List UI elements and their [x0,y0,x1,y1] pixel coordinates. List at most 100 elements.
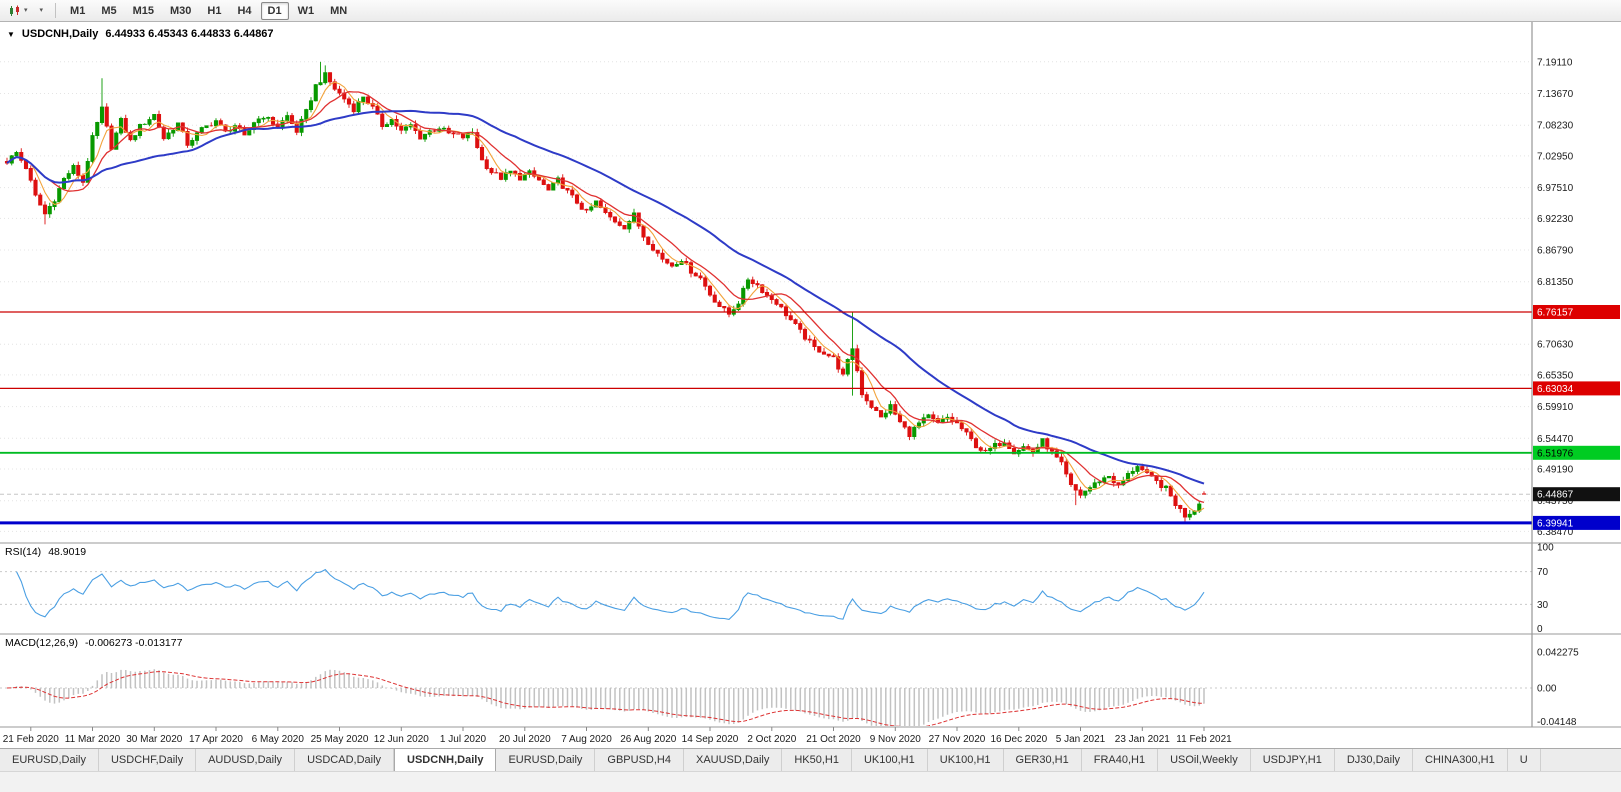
price-tick-label: 7.19110 [1537,57,1573,68]
date-label: 6 May 2020 [252,734,305,745]
timeframe-button-mn[interactable]: MN [323,2,354,20]
price-chart-canvas[interactable]: 7.19110 7.13670 7.08230 7.02950 6.97510 6.922… [0,22,1621,748]
date-label: 1 Jul 2020 [440,734,487,745]
ma-line-10 [6,91,1205,504]
chart-tab-uk100-h1-10[interactable]: UK100,H1 [928,749,1004,771]
timeframe-button-m1[interactable]: M1 [63,2,92,20]
date-label: 14 Sep 2020 [682,734,739,745]
chart-tab-xauusd-daily-7[interactable]: XAUUSD,Daily [684,749,783,771]
chart-tab-usdchf-daily-1[interactable]: USDCHF,Daily [99,749,197,771]
chart-tab-gbpusd-h4-6[interactable]: GBPUSD,H4 [595,749,684,771]
price-tick-label: 7.13670 [1537,89,1574,100]
price-tick-label: 6.43750 [1537,496,1574,507]
chart-background [0,22,1621,748]
timeframe-button-h1[interactable]: H1 [200,2,228,20]
rsi-level-lines [0,571,1532,605]
chart-tab-eurusd-daily-5[interactable]: EURUSD,Daily [496,749,596,771]
timeframe-button-group: M1 M5 M15 M30 H1 H4 D1 W1 MN [63,1,354,20]
chart-type-button[interactable]: ▾ [4,2,33,20]
rsi-axis-label: 70 [1537,567,1549,578]
date-label: 12 Jun 2020 [374,734,429,745]
price-tick-label: 6.97510 [1537,183,1574,194]
timeframe-button-m5[interactable]: M5 [94,2,123,20]
chart-tab-eurusd-daily-0[interactable]: EURUSD,Daily [0,749,99,771]
price-tick-label: 6.81350 [1537,277,1574,288]
date-label: 9 Nov 2020 [870,734,922,745]
macd-signal-line [6,671,1205,726]
date-label: 20 Jul 2020 [499,734,551,745]
chart-tab-usdcad-daily-3[interactable]: USDCAD,Daily [295,749,395,771]
bottom-filler-strip [0,771,1621,792]
price-tick-label: 6.86790 [1537,246,1574,257]
chart-tab-usdcnh-daily-4[interactable]: USDCNH,Daily [394,749,497,771]
chart-tab-u-17[interactable]: U [1508,749,1541,771]
macd-axis-label: -0.04148 [1537,717,1577,728]
chart-tab-audusd-daily-2[interactable]: AUDUSD,Daily [196,749,296,771]
price-line-badge [1533,487,1620,502]
date-label: 30 Mar 2020 [126,734,183,745]
price-line-badge [1533,381,1620,396]
price-tick-label: 7.02950 [1537,151,1574,162]
timeframe-button-m30[interactable]: M30 [163,2,198,20]
macd-axis-label: 0.042275 [1537,648,1579,659]
price-badge-label: 6.44867 [1537,490,1574,501]
price-tick-label: 6.59910 [1537,402,1574,413]
price-line-badge [1533,445,1620,460]
date-label: 25 May 2020 [311,734,369,745]
price-tick-label: 6.70630 [1537,340,1574,351]
chart-tab-china300-h1-16[interactable]: CHINA300,H1 [1413,749,1508,771]
timeframe-button-d1[interactable]: D1 [260,1,289,20]
caret-down-icon: ▾ [24,7,28,14]
date-label: 17 Apr 2020 [189,734,243,745]
chart-tab-usoil-weekly-13[interactable]: USOil,Weekly [1158,749,1251,771]
date-label: 16 Dec 2020 [990,734,1047,745]
top-toolbar: ▾ ▾ M1 M5 M15 M30 H1 H4 D1 W1 MN [0,0,1621,22]
chart-area: 7.19110 7.13670 7.08230 7.02950 6.97510 6.922… [0,22,1621,748]
price-line-badge [1533,305,1620,319]
chart-tab-ger30-h1-11[interactable]: GER30,H1 [1004,749,1082,771]
candlestick-chart-icon [10,5,19,16]
date-label: 26 Aug 2020 [620,734,677,745]
toolbar-separator [55,3,57,18]
price-tick-label: 6.49190 [1537,465,1574,476]
price-tick-label: 6.38470 [1537,527,1574,538]
price-line-badge [1533,515,1620,530]
chart-tab-bar: EURUSD,Daily USDCHF,Daily AUDUSD,Daily USDC… [0,748,1621,771]
price-tick-label: 7.08230 [1537,121,1574,132]
price-tick-label: 6.92230 [1537,214,1574,225]
chart-tab-usdjpy-h1-14[interactable]: USDJPY,H1 [1251,749,1335,771]
ma-line-34 [6,109,1205,485]
date-label: 21 Oct 2020 [806,734,861,745]
price-badge-label: 6.76157 [1537,308,1574,319]
chart-tab-uk100-h1-9[interactable]: UK100,H1 [852,749,928,771]
date-label: 5 Jan 2021 [1056,734,1106,745]
chart-tab-fra40-h1-12[interactable]: FRA40,H1 [1082,749,1159,771]
chart-tab-hk50-h1-8[interactable]: HK50,H1 [782,749,852,771]
date-label: 21 Feb 2020 [3,734,60,745]
rsi-axis-label: 100 [1537,543,1554,554]
rsi-line [16,568,1205,620]
timeframe-button-w1[interactable]: W1 [291,2,322,20]
price-badge-label: 6.63034 [1537,384,1574,395]
macd-axis-label: 0.00 [1537,684,1557,695]
date-label: 11 Mar 2020 [65,734,121,745]
caret-down-icon: ▾ [39,7,44,14]
date-label: 27 Nov 2020 [929,734,986,745]
date-label: 7 Aug 2020 [561,734,612,745]
timeframe-button-h4[interactable]: H4 [230,2,258,20]
price-tick-label: 6.54470 [1537,434,1574,445]
chart-tab-dj30-daily-15[interactable]: DJ30,Daily [1335,749,1414,771]
timeframe-button-m15[interactable]: M15 [126,2,161,20]
rsi-axis-label: 0 [1537,624,1543,635]
price-badge-label: 6.39941 [1537,518,1574,529]
ma-line-5 [6,81,1205,512]
macd-histogram [11,669,1205,726]
rsi-axis-label: 30 [1537,600,1549,611]
date-label: 11 Feb 2021 [1176,734,1232,745]
price-badge-label: 6.51976 [1537,448,1574,459]
price-tick-label: 6.65350 [1537,370,1574,381]
date-label: 23 Jan 2021 [1115,734,1170,745]
zoom-dropdown-button[interactable]: ▾ [35,2,49,20]
date-label: 2 Oct 2020 [747,734,796,745]
symbol-dropdown-icon[interactable]: ▼ [7,30,15,39]
